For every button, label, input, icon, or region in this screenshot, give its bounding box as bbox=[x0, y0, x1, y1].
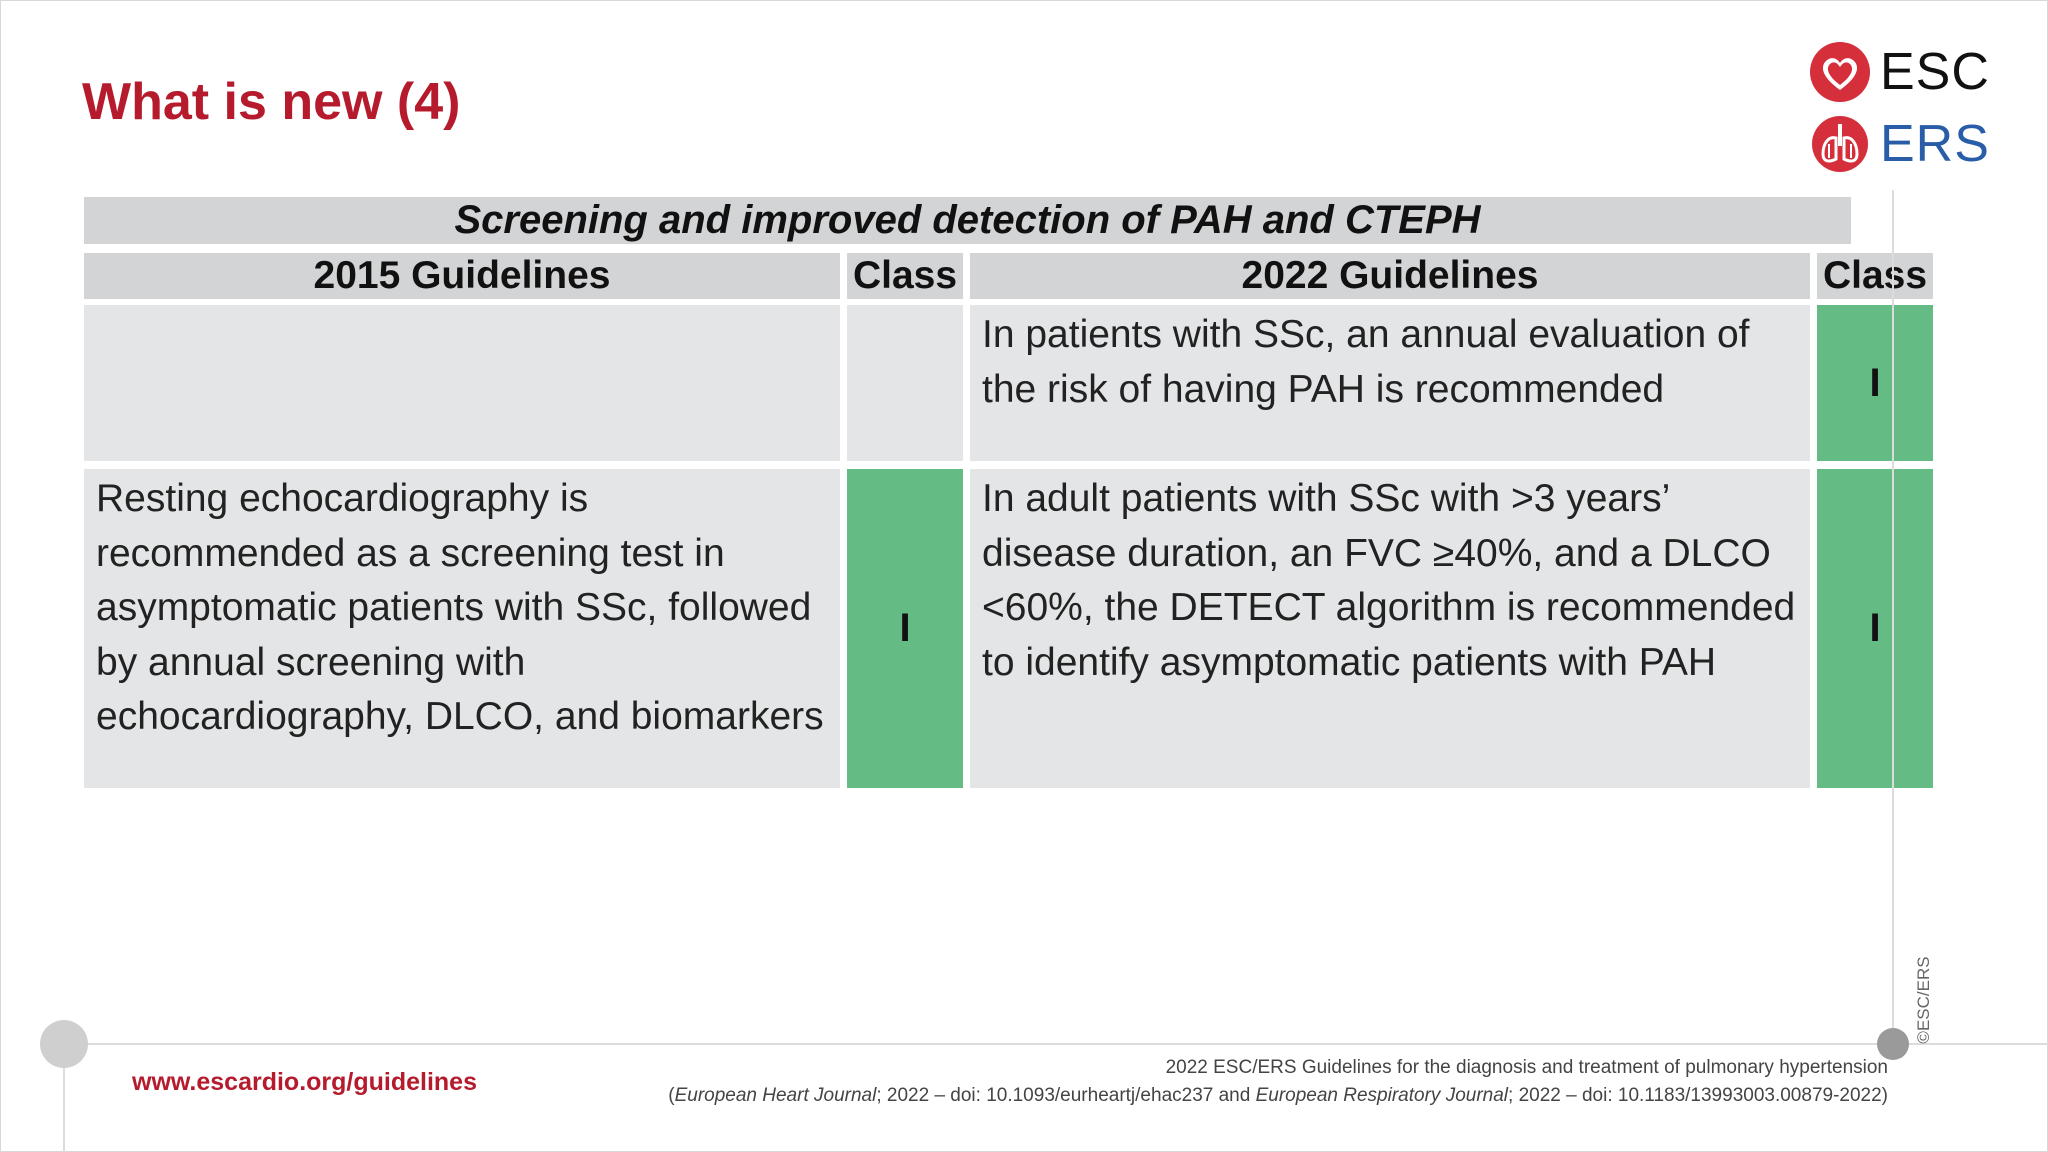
citation-journal-1: European Heart Journal bbox=[674, 1085, 877, 1106]
footer-divider-line bbox=[64, 1043, 2048, 1045]
esc-logo-text: ESC bbox=[1880, 43, 1990, 101]
row2-2015-text: Resting echocardiography is recommended … bbox=[84, 469, 840, 788]
table-banner: Screening and improved detection of PAH … bbox=[84, 197, 1851, 244]
row1-2022-class: I bbox=[1817, 305, 1933, 461]
header-2022-guidelines: 2022 Guidelines bbox=[970, 253, 1810, 299]
row2-2015-class: I bbox=[847, 469, 963, 788]
header-2015-guidelines: 2015 Guidelines bbox=[84, 253, 840, 299]
row1-2015-class bbox=[847, 305, 963, 461]
header-2022-class: Class bbox=[1817, 253, 1933, 299]
citation-doi-1: ; 2022 – doi: 10.1093/eurheartj/ehac237 … bbox=[876, 1085, 1256, 1106]
lungs-icon bbox=[1812, 116, 1868, 172]
ers-logo-text: ERS bbox=[1880, 115, 1990, 173]
citation-journal-2: European Respiratory Journal bbox=[1255, 1085, 1509, 1106]
guidelines-link[interactable]: www.escardio.org/guidelines bbox=[132, 1068, 477, 1096]
row1-2022-text: In patients with SSc, an annual evaluati… bbox=[970, 305, 1810, 461]
esc-logo: ESC bbox=[1808, 40, 1990, 104]
heart-icon bbox=[1810, 42, 1870, 102]
slide-title: What is new (4) bbox=[82, 73, 461, 131]
left-footer-dot bbox=[40, 1020, 88, 1068]
row2-2022-text: In adult patients with SSc with >3 years… bbox=[970, 469, 1810, 788]
row1-2015-text bbox=[84, 305, 840, 461]
citation-doi-2: ; 2022 – doi: 10.1183/13993003.00879-202… bbox=[1508, 1085, 1888, 1106]
right-divider-line bbox=[1892, 190, 1894, 1044]
citation-line-1: 2022 ESC/ERS Guidelines for the diagnosi… bbox=[1165, 1057, 1888, 1078]
left-footer-line bbox=[63, 1044, 65, 1152]
citation-open: ( bbox=[668, 1085, 675, 1106]
row2-2022-class: I bbox=[1817, 469, 1933, 788]
ers-logo: ERS bbox=[1808, 112, 1990, 176]
citation-line-2: (European Heart Journal; 2022 – doi: 10.… bbox=[668, 1085, 1888, 1107]
header-2015-class: Class bbox=[847, 253, 963, 299]
right-footer-dot bbox=[1877, 1028, 1909, 1060]
copyright-notice: ©ESC/ERS bbox=[1914, 956, 1933, 1044]
esc-ers-logo: ESC ERS bbox=[1808, 40, 1990, 172]
